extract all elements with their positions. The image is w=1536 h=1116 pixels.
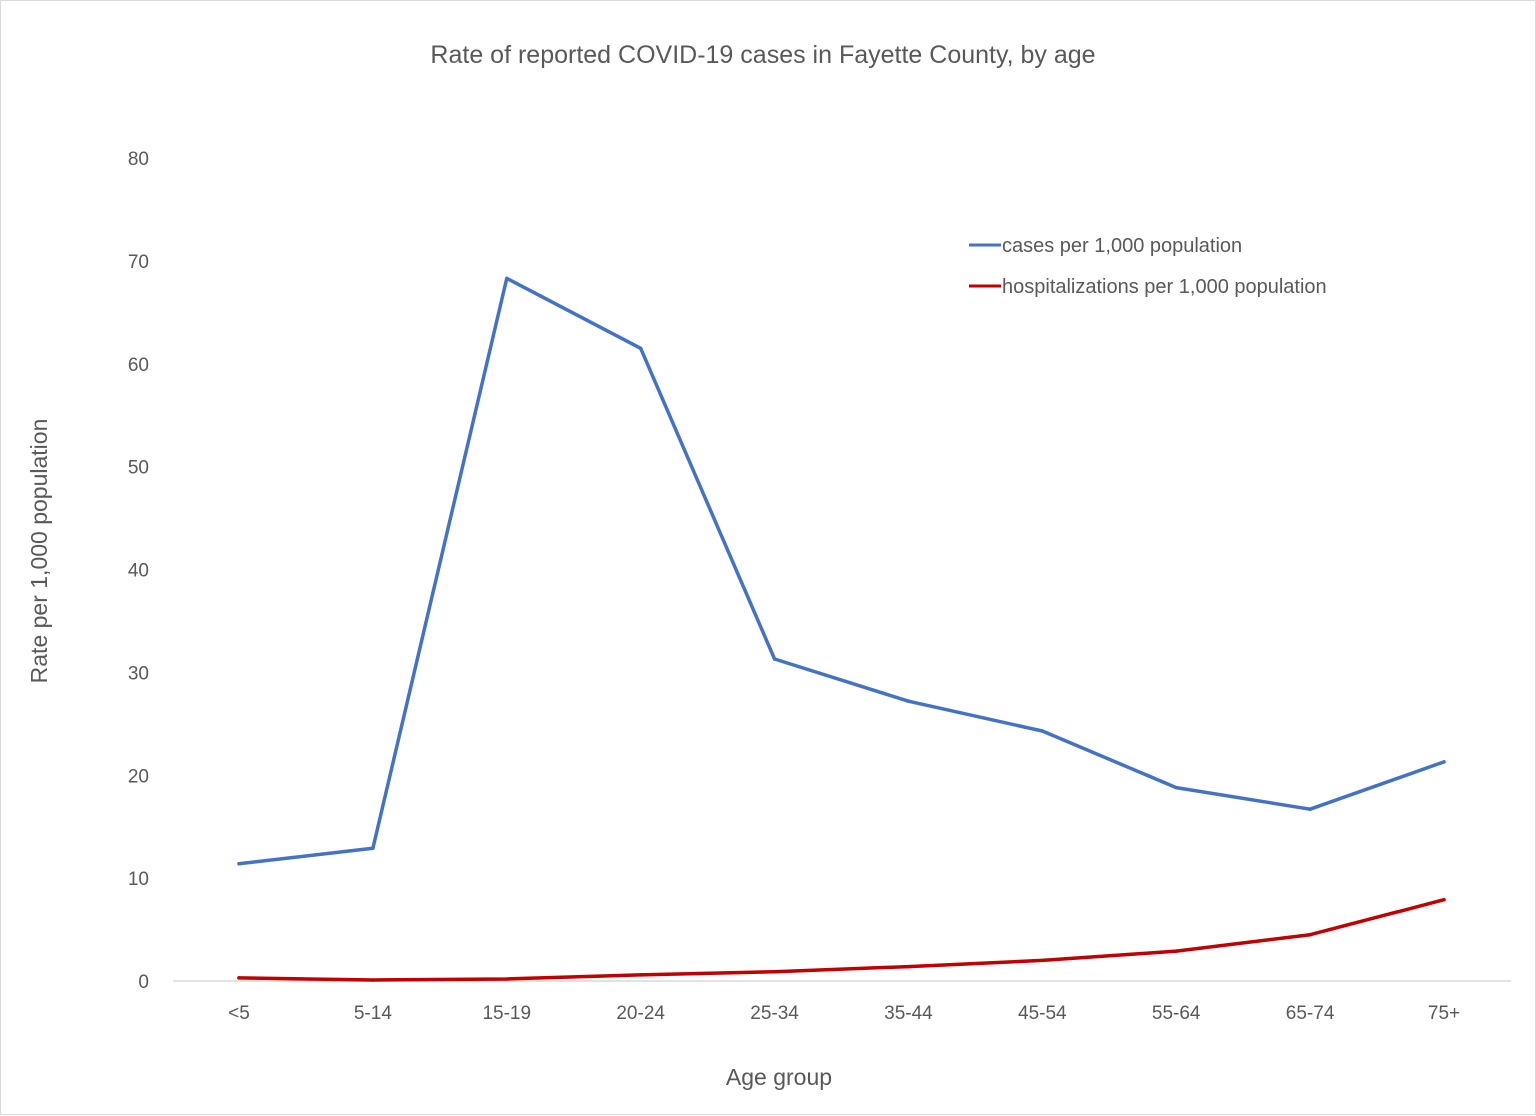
- series-layer: [237, 276, 1446, 982]
- data-point-s1-2: [505, 977, 509, 981]
- data-point-s1-7: [1174, 949, 1178, 953]
- legend: cases per 1,000 population hospitalizati…: [969, 235, 1327, 298]
- data-point-s0-3: [638, 346, 643, 351]
- data-point-s1-1: [371, 978, 375, 982]
- data-point-s1-3: [638, 973, 643, 977]
- data-point-s0-8: [1308, 807, 1312, 811]
- series-line-0: [237, 276, 1446, 866]
- y-tick-label-40: 40: [128, 561, 149, 582]
- data-point-s0-0: [237, 861, 241, 866]
- data-point-s1-0: [237, 976, 241, 980]
- data-point-s0-5: [906, 699, 911, 703]
- y-tick-label-30: 30: [128, 663, 149, 684]
- x-axis-tick-labels: <5 5-14 15-19 20-24 25-34 35-44 45-54 55-64 65-7…: [228, 1003, 1460, 1024]
- data-point-s0-6: [1040, 729, 1045, 733]
- data-point-s0-9: [1442, 760, 1446, 764]
- y-axis-title: Rate per 1,000 population: [26, 419, 52, 684]
- x-tick-label-75: 75+: [1428, 1003, 1460, 1024]
- x-tick-label-25-34: 25-34: [750, 1003, 799, 1024]
- x-tick-label-45-54: 45-54: [1018, 1003, 1067, 1024]
- data-point-s1-9: [1442, 897, 1446, 902]
- y-tick-label-60: 60: [128, 355, 149, 376]
- y-tick-label-50: 50: [128, 458, 149, 479]
- data-point-s1-5: [906, 964, 911, 969]
- y-tick-label-20: 20: [128, 766, 149, 787]
- data-point-s0-4: [772, 657, 777, 661]
- series-line-1: [237, 897, 1446, 982]
- x-tick-label-20-24: 20-24: [616, 1003, 665, 1024]
- legend-label-hospitalizations: hospitalizations per 1,000 population: [1002, 276, 1327, 298]
- data-point-s0-1: [371, 846, 375, 851]
- y-tick-label-70: 70: [128, 252, 149, 273]
- x-tick-label-65-74: 65-74: [1286, 1003, 1335, 1024]
- data-point-s1-4: [772, 969, 777, 974]
- data-point-s1-6: [1040, 958, 1045, 963]
- data-point-s1-8: [1308, 932, 1312, 937]
- y-tick-label-80: 80: [128, 149, 149, 170]
- chart-title: Rate of reported COVID-19 cases in Fayet…: [430, 41, 1095, 69]
- y-axis-tick-labels: 0 10 20 30 40 50 60 70 80: [128, 149, 149, 993]
- legend-label-cases: cases per 1,000 population: [1002, 235, 1242, 257]
- x-axis-title: Age group: [726, 1064, 832, 1090]
- x-tick-label-5-14: 5-14: [354, 1003, 392, 1024]
- y-tick-label-10: 10: [128, 869, 149, 890]
- x-tick-label-5: <5: [228, 1003, 250, 1024]
- data-point-s0-7: [1174, 785, 1178, 790]
- y-tick-label-0: 0: [138, 972, 149, 993]
- x-tick-label-35-44: 35-44: [884, 1003, 933, 1024]
- data-point-s0-2: [505, 276, 509, 281]
- x-tick-label-55-64: 55-64: [1152, 1003, 1201, 1024]
- x-tick-label-15-19: 15-19: [482, 1003, 531, 1024]
